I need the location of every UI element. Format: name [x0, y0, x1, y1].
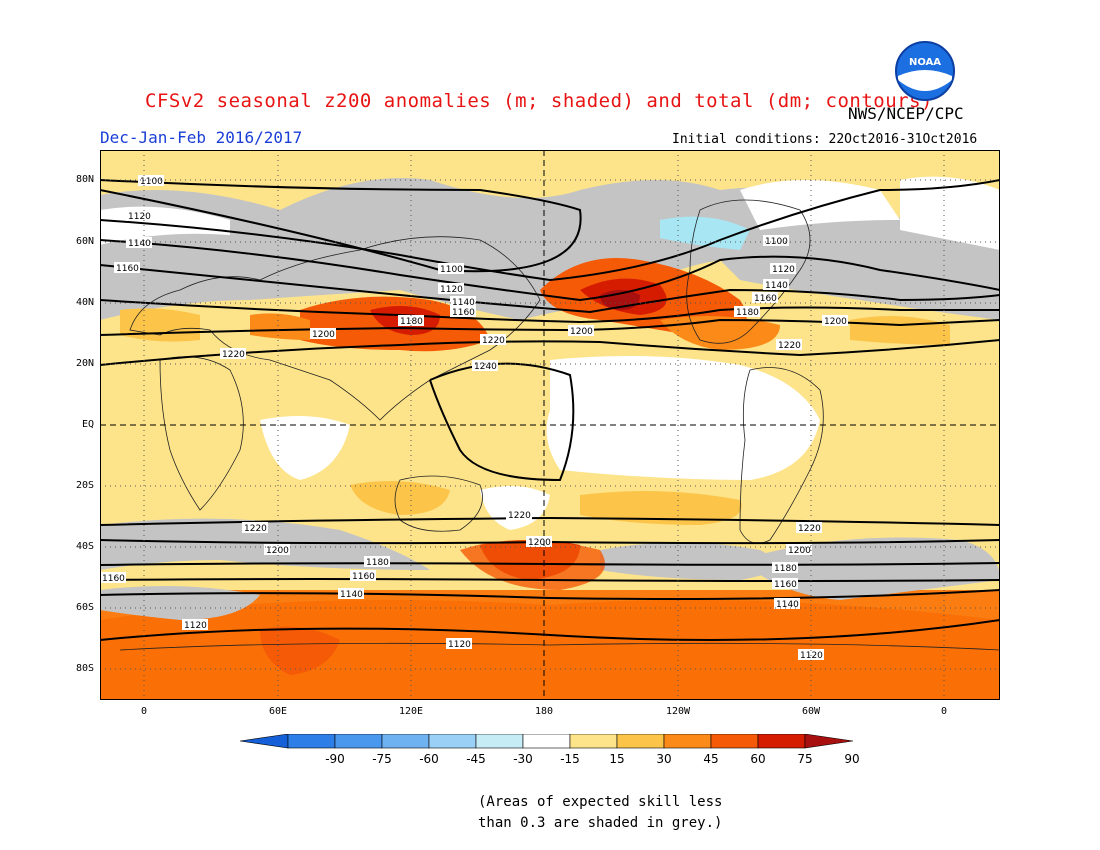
noaa-logo: NOAA: [895, 41, 955, 101]
agency-label: NWS/NCEP/CPC: [848, 104, 964, 123]
colorbar-tick-label: 75: [797, 752, 812, 766]
contour-label: 1220: [222, 350, 245, 360]
contour-label: 1100: [140, 177, 163, 187]
colorbar-swatch: [475, 734, 524, 749]
contour-label: 1200: [528, 538, 551, 548]
contour-label: 1160: [774, 580, 797, 590]
lon-label: 0: [940, 706, 948, 717]
colorbar-swatch: [757, 734, 806, 749]
lon-label: 120E: [398, 706, 424, 717]
season-label: Dec-Jan-Feb 2016/2017: [100, 128, 303, 147]
colorbar-swatch: [334, 734, 383, 749]
colorbar-tick-label: 30: [656, 752, 671, 766]
lat-label: 20S: [75, 480, 94, 491]
coastlines: [119, 199, 1000, 651]
lon-label: 0: [140, 706, 148, 717]
contour-label: 1200: [788, 546, 811, 556]
lon-label: 120W: [665, 706, 691, 717]
colorbar: -90 -75 -60 -45 -30 -15 15 30 45 60 75 90: [240, 734, 860, 766]
colorbar-swatch: [428, 734, 477, 749]
contour-label: 1120: [184, 621, 207, 631]
contour-label: 1120: [128, 212, 151, 222]
contour-label: 1120: [440, 285, 463, 295]
lat-label: 80S: [75, 663, 94, 674]
contour-label: 1160: [452, 308, 475, 318]
lon-label: 180: [534, 706, 554, 717]
contour-label: 1120: [800, 651, 823, 661]
initial-conditions-label: Initial conditions: 22Oct2016-31Oct2016: [672, 132, 978, 147]
contour-label: 1180: [400, 317, 423, 327]
lat-label: 20N: [75, 358, 94, 369]
lat-label: 80N: [75, 174, 94, 185]
contour-label: 1220: [778, 341, 801, 351]
colorbar-tick-label: -45: [466, 752, 486, 766]
contour-label: 1140: [776, 600, 799, 610]
map-title: CFSv2 seasonal z200 anomalies (m; shaded…: [145, 90, 933, 112]
contour-label: 1140: [340, 590, 363, 600]
contour-label: 1180: [366, 558, 389, 568]
contour-label: 1220: [244, 524, 267, 534]
colorbar-swatch: [287, 734, 336, 749]
colorbar-swatch: [381, 734, 430, 749]
colorbar-swatch: [710, 734, 759, 749]
colorbar-tick-label: -90: [325, 752, 345, 766]
contour-label: 1220: [482, 336, 505, 346]
colorbar-swatch: [663, 734, 712, 749]
colorbar-tick-label: -30: [513, 752, 533, 766]
skill-note-line2: than 0.3 are shaded in grey.): [478, 815, 723, 831]
contour-label: 1160: [352, 572, 375, 582]
contour-label: 1160: [102, 574, 125, 584]
lat-label: EQ: [81, 419, 94, 430]
colorbar-tick-label: 60: [750, 752, 765, 766]
contour-label: 1220: [508, 511, 531, 521]
contour-label: 1140: [452, 298, 475, 308]
noaa-logo-text: NOAA: [909, 57, 941, 68]
lon-label: 60W: [801, 706, 821, 717]
anomaly-map: 1100 1120 1140 1160 1180 1200 1220 1240 …: [100, 150, 1000, 700]
contour-label: 1120: [448, 640, 471, 650]
skill-note: (Areas of expected skill less than 0.3 a…: [478, 792, 722, 834]
colorbar-tick-label: 45: [703, 752, 718, 766]
contour-label: 1100: [440, 265, 463, 275]
contour-label: 1160: [754, 294, 777, 304]
colorbar-tick-label: 90: [844, 752, 859, 766]
colorbar-arrow-left: [240, 734, 289, 749]
lat-label: 60N: [75, 236, 94, 247]
map-frame: [100, 150, 1000, 700]
tropical-white-pacific: [546, 356, 820, 480]
colorbar-tick-label: 15: [609, 752, 624, 766]
lat-label: 40N: [75, 297, 94, 308]
colorbar-tick-label: -15: [560, 752, 580, 766]
colorbar-swatch: [522, 734, 571, 749]
lat-label: 40S: [75, 541, 94, 552]
contour-label: 1200: [824, 317, 847, 327]
contour-label: 1140: [765, 281, 788, 291]
contour-label: 1200: [312, 330, 335, 340]
contour-label: 1240: [474, 362, 497, 372]
contour-label: 1180: [774, 564, 797, 574]
contour-label: 1220: [798, 524, 821, 534]
colorbar-tick-label: -60: [419, 752, 439, 766]
contour-label: 1100: [765, 237, 788, 247]
contour-label: 1160: [116, 264, 139, 274]
colorbar-arrow-right: [804, 734, 854, 749]
lon-label: 60E: [268, 706, 288, 717]
skill-note-line1: (Areas of expected skill less: [478, 794, 723, 810]
contour-label: 1140: [128, 239, 151, 249]
contour-label: 1120: [772, 265, 795, 275]
contour-label: 1200: [570, 327, 593, 337]
colorbar-swatch: [616, 734, 665, 749]
lat-label: 60S: [75, 602, 94, 613]
colorbar-tick-label: -75: [372, 752, 392, 766]
colorbar-swatch: [569, 734, 618, 749]
contour-label: 1180: [736, 308, 759, 318]
